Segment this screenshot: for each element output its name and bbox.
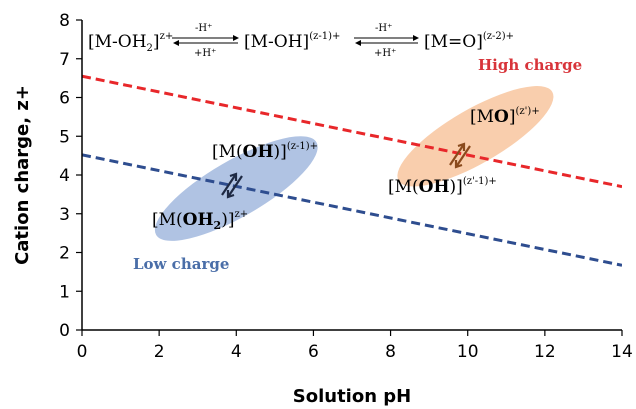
arrow-1-top-label: -H⁺ [195, 23, 212, 34]
y-tick-label: 7 [59, 50, 70, 70]
y-tick-label: 1 [59, 282, 70, 302]
equation-arrow-1: -H⁺ +H⁺ [172, 23, 239, 59]
x-tick-label: 14 [611, 342, 633, 362]
y-tick-label: 6 [59, 89, 70, 109]
high-lower-species: [M(OH)](z'-1)+ [388, 176, 497, 197]
low-upper-species: [M(OH)](z-1)+ [212, 141, 318, 162]
series-layer [82, 74, 622, 267]
x-tick-label: 2 [154, 342, 165, 362]
high-equilibrium-arrows-icon [449, 142, 471, 169]
y-tick-label: 2 [59, 244, 70, 264]
y-axis-label: Cation charge, z+ [12, 85, 33, 265]
equation-species-3: [M=O](z-2)+ [424, 31, 514, 52]
equation-species-2: [M-OH](z-1)+ [244, 31, 340, 52]
x-axis-label: Solution pH [293, 386, 412, 407]
arrow-2-bottom-label: +H⁺ [374, 48, 396, 59]
series-line-high-charge [82, 74, 622, 189]
x-tick-label: 0 [77, 342, 88, 362]
y-tick-label: 0 [59, 321, 70, 341]
low-equilibrium-arrows-icon [221, 172, 243, 199]
y-tick-label: 5 [59, 127, 70, 147]
equilibrium-equation: [M-OH2]z+ -H⁺ +H⁺ [M-OH](z-1)+ -H⁺ +H⁺ [… [88, 23, 514, 59]
regions-layer [154, 86, 554, 241]
x-tick-label: 12 [534, 342, 556, 362]
x-ticks: 0 2 4 6 8 10 12 14 [77, 330, 633, 362]
high-charge-region [397, 86, 554, 187]
low-charge-label: Low charge [133, 255, 229, 273]
y-ticks: 0 1 2 3 4 5 6 7 8 [59, 11, 82, 341]
high-charge-label: High charge [478, 56, 582, 74]
y-tick-label: 4 [59, 166, 70, 186]
low-region-species: [M(OH)](z-1)+ [M(OH2)]z+ [152, 141, 318, 232]
arrow-2-top-label: -H⁺ [375, 23, 392, 34]
x-tick-label: 6 [308, 342, 319, 362]
high-region-species: [MO](z')+ [M(OH)](z'-1)+ [388, 106, 540, 197]
x-tick-label: 8 [385, 342, 396, 362]
equation-species-1: [M-OH2]z+ [88, 31, 173, 54]
low-lower-species: [M(OH2)]z+ [152, 209, 248, 232]
x-tick-label: 4 [231, 342, 242, 362]
low-charge-region [154, 136, 318, 241]
x-tick-label: 10 [457, 342, 479, 362]
y-tick-label: 3 [59, 205, 70, 225]
equation-arrow-2: -H⁺ +H⁺ [354, 23, 419, 59]
series-line-low-charge [82, 153, 622, 267]
arrow-1-bottom-label: +H⁺ [194, 48, 216, 59]
high-upper-species: [MO](z')+ [470, 106, 540, 127]
y-tick-label: 8 [59, 11, 70, 31]
